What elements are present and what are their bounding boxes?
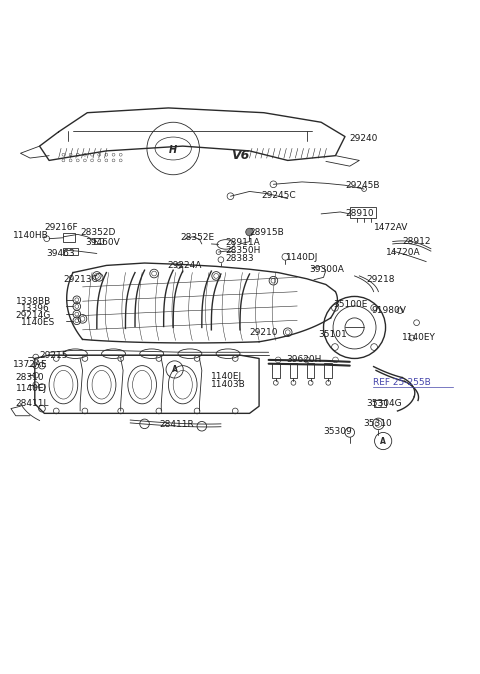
Text: 28383: 28383 <box>226 254 254 264</box>
Text: 28912: 28912 <box>402 237 431 246</box>
Text: 28310: 28310 <box>16 373 44 382</box>
Text: A: A <box>172 365 178 375</box>
Text: 39300A: 39300A <box>309 265 344 274</box>
Text: 28910: 28910 <box>345 210 373 218</box>
Text: 1140HB: 1140HB <box>13 231 49 241</box>
Text: 28352D: 28352D <box>80 228 116 237</box>
Text: H: H <box>169 145 177 155</box>
Bar <box>324 363 332 377</box>
Text: 29245B: 29245B <box>345 181 380 190</box>
Text: 1140EJ: 1140EJ <box>211 372 242 381</box>
Text: 29214G: 29214G <box>16 311 51 320</box>
Text: 1372AE: 1372AE <box>13 360 48 369</box>
Text: 91980V: 91980V <box>371 306 406 315</box>
Bar <box>272 363 280 377</box>
Text: 28352E: 28352E <box>180 233 215 242</box>
Text: 13396: 13396 <box>21 304 49 313</box>
Text: 39460V: 39460V <box>85 239 120 247</box>
Bar <box>95 238 103 244</box>
Text: 35309: 35309 <box>324 427 352 436</box>
Text: 29216F: 29216F <box>44 222 78 232</box>
Bar <box>350 207 376 218</box>
Text: 29245C: 29245C <box>262 191 296 200</box>
Text: 1140EJ: 1140EJ <box>16 384 47 393</box>
Text: A: A <box>380 437 386 446</box>
Bar <box>373 400 385 407</box>
Text: 1140ES: 1140ES <box>21 317 55 327</box>
Text: 29224A: 29224A <box>168 261 202 270</box>
Text: 28411R: 28411R <box>159 420 193 429</box>
Text: 11403B: 11403B <box>211 379 246 389</box>
Text: 35304G: 35304G <box>366 399 402 408</box>
Text: 35100E: 35100E <box>333 299 367 309</box>
Text: 39463: 39463 <box>47 249 75 258</box>
Bar <box>289 363 297 377</box>
Text: 1472AV: 1472AV <box>373 222 408 232</box>
Text: 35101: 35101 <box>319 330 348 339</box>
Text: 35310: 35310 <box>363 419 392 429</box>
Text: 14720A: 14720A <box>385 248 420 257</box>
Bar <box>63 248 78 255</box>
Text: V6: V6 <box>231 149 249 162</box>
Text: 29240: 29240 <box>350 134 378 144</box>
Circle shape <box>246 228 253 236</box>
Text: 1140EY: 1140EY <box>402 332 436 342</box>
Text: 29213C: 29213C <box>63 275 98 284</box>
Text: 28411L: 28411L <box>16 399 49 408</box>
Text: 39620H: 39620H <box>287 355 322 365</box>
Bar <box>307 363 314 377</box>
Text: 29210: 29210 <box>250 328 278 337</box>
Text: 28911A: 28911A <box>226 239 261 247</box>
Text: REF 25-255B: REF 25-255B <box>372 378 431 387</box>
Text: 29218: 29218 <box>366 275 395 284</box>
Text: 1338BB: 1338BB <box>16 297 51 306</box>
Text: 28915B: 28915B <box>250 228 284 237</box>
Text: 28350H: 28350H <box>226 246 261 255</box>
Text: 1140DJ: 1140DJ <box>286 253 319 262</box>
Bar <box>63 233 75 241</box>
Text: 29215: 29215 <box>39 350 68 360</box>
